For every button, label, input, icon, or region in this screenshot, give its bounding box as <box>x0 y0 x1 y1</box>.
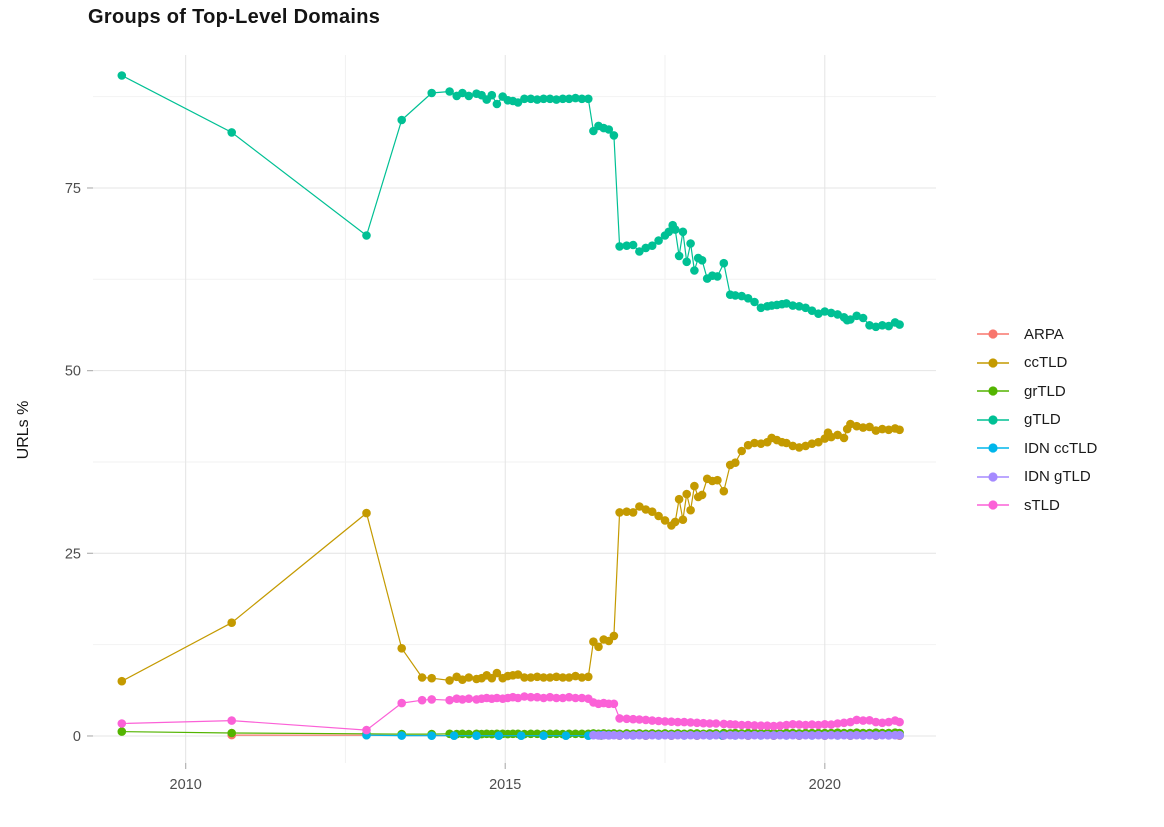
svg-text:75: 75 <box>65 181 81 197</box>
legend-item-cctld: ccTLD <box>976 349 1097 378</box>
legend-label: ccTLD <box>1024 354 1068 372</box>
svg-text:2010: 2010 <box>170 777 202 793</box>
legend-label: grTLD <box>1024 382 1066 400</box>
y-axis-labels: 0 25 50 75 <box>65 181 81 745</box>
legend-item-gtld: gTLD <box>976 406 1097 435</box>
legend-key-icon <box>977 415 1009 425</box>
svg-text:50: 50 <box>65 364 81 380</box>
legend-item-stld: sTLD <box>976 491 1097 520</box>
legend-label: IDN ccTLD <box>1024 439 1098 457</box>
legend-item-idn-gtld: IDN gTLD <box>976 463 1097 492</box>
grid-major <box>93 55 936 763</box>
legend-item-idn-cctld: IDN ccTLD <box>976 434 1097 463</box>
legend-label: IDN gTLD <box>1024 468 1091 486</box>
series-stld <box>117 692 904 735</box>
legend-key-icon <box>977 329 1009 339</box>
legend-key-icon <box>977 472 1009 482</box>
svg-text:0: 0 <box>73 729 81 745</box>
legend-item-grtld: grTLD <box>976 377 1097 406</box>
series-cctld <box>117 419 904 686</box>
legend: ARPA ccTLD grTLD gTLD IDN ccTLD IDN gTLD sTLD <box>976 320 1097 520</box>
svg-text:25: 25 <box>65 546 81 562</box>
legend-label: ARPA <box>1024 325 1064 343</box>
legend-label: gTLD <box>1024 411 1061 429</box>
legend-key-icon <box>977 358 1009 368</box>
series-idn-gtld <box>589 730 904 740</box>
legend-key-icon <box>977 500 1009 510</box>
svg-text:2020: 2020 <box>809 777 841 793</box>
chart-title: Groups of Top-Level Domains <box>88 6 381 28</box>
legend-key-icon <box>977 386 1009 396</box>
x-axis-labels: 2010 2015 2020 <box>170 777 841 793</box>
grid-minor <box>93 55 936 763</box>
legend-key-icon <box>977 443 1009 453</box>
axis-ticks <box>87 187 826 769</box>
legend-label: sTLD <box>1024 496 1060 514</box>
series-gtld <box>117 71 904 332</box>
svg-text:2015: 2015 <box>489 777 521 793</box>
legend-item-arpa: ARPA <box>976 320 1097 349</box>
